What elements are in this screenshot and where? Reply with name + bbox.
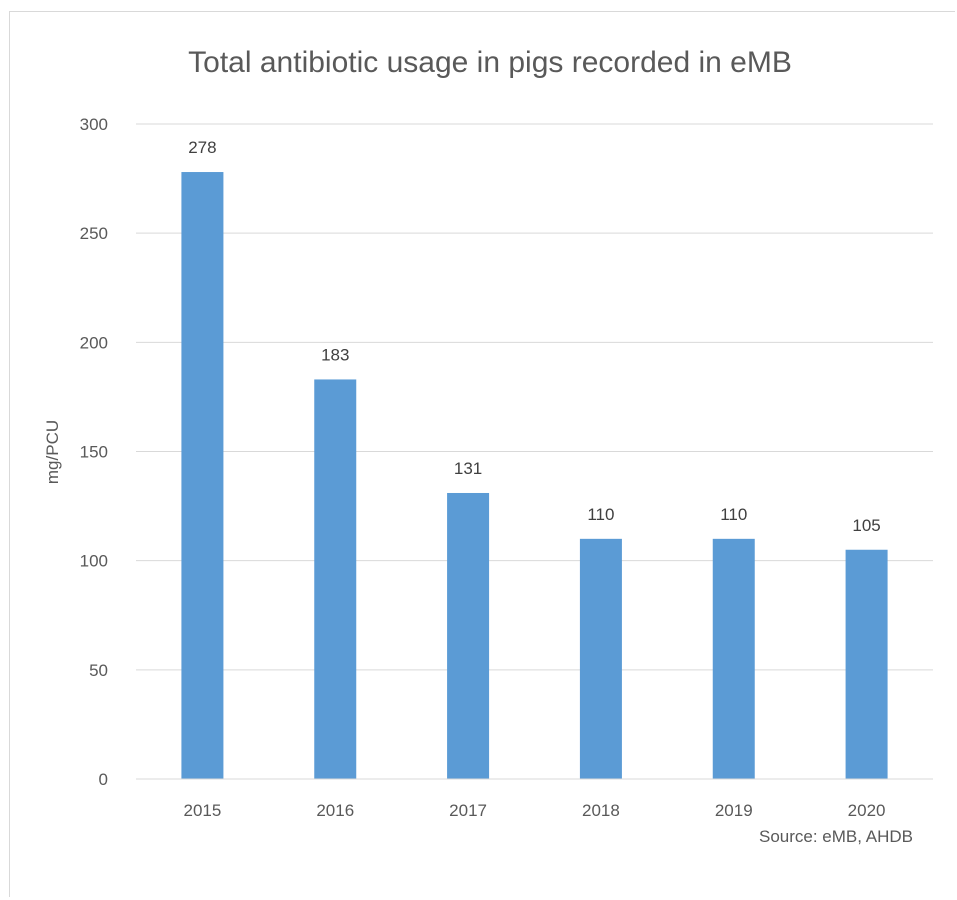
bars bbox=[181, 172, 888, 780]
data-label-2015: 278 bbox=[188, 138, 216, 157]
data-label-2018: 110 bbox=[587, 505, 614, 524]
bar-2016 bbox=[314, 379, 357, 779]
x-axis-ticks: 2015 2016 2017 2018 2019 2020 bbox=[184, 801, 886, 820]
y-axis-title: mg/PCU bbox=[43, 420, 62, 484]
x-tick-label-2020: 2020 bbox=[848, 801, 886, 820]
x-tick-label-2019: 2019 bbox=[715, 801, 753, 820]
y-tick-label: 250 bbox=[80, 224, 108, 243]
y-tick-label: 300 bbox=[80, 115, 108, 134]
bar-2019 bbox=[712, 538, 755, 779]
y-tick-label: 200 bbox=[80, 333, 108, 352]
y-tick-label: 50 bbox=[89, 661, 108, 680]
gridlines bbox=[136, 123, 933, 671]
data-label-2020: 105 bbox=[852, 516, 880, 535]
x-tick-label-2015: 2015 bbox=[184, 801, 222, 820]
data-label-2017: 131 bbox=[454, 459, 482, 478]
x-tick-label-2018: 2018 bbox=[582, 801, 620, 820]
bar-2017 bbox=[447, 492, 490, 779]
data-labels: 278 183 131 110 110 105 bbox=[188, 138, 881, 535]
chart-title: Total antibiotic usage in pigs recorded … bbox=[188, 46, 792, 79]
x-tick-label-2017: 2017 bbox=[449, 801, 487, 820]
bar-2020 bbox=[845, 549, 888, 779]
y-axis-ticks: 0 50 100 150 200 250 300 bbox=[80, 115, 108, 789]
bar-2015 bbox=[181, 172, 224, 780]
data-label-2016: 183 bbox=[321, 345, 349, 364]
y-tick-label: 0 bbox=[99, 770, 108, 789]
data-label-2019: 110 bbox=[720, 505, 747, 524]
y-tick-label: 150 bbox=[80, 443, 108, 462]
source-note: Source: eMB, AHDB bbox=[759, 827, 913, 846]
x-tick-label-2016: 2016 bbox=[316, 801, 354, 820]
bar-2018 bbox=[579, 538, 622, 779]
y-tick-label: 100 bbox=[80, 552, 108, 571]
